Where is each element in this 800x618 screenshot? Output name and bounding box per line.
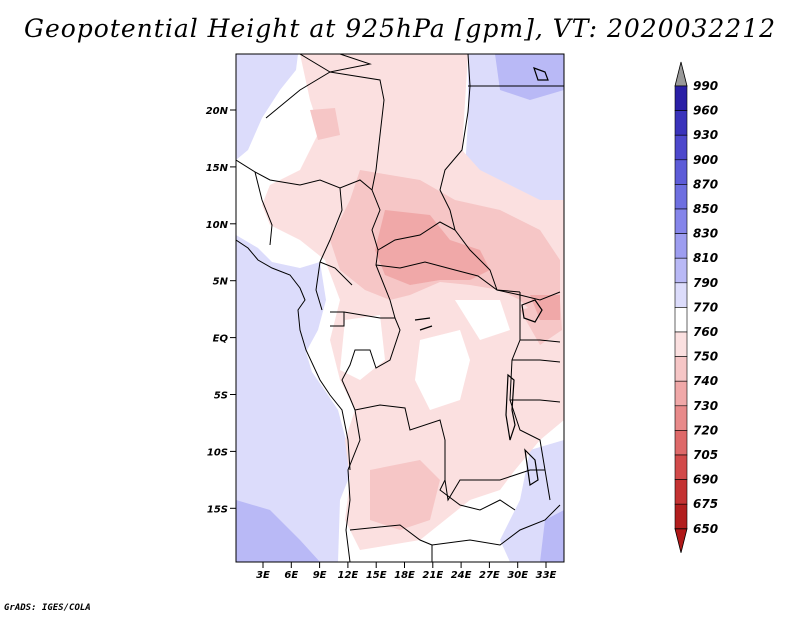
colorbar-label: 760 xyxy=(693,325,718,339)
colorbar-label: 740 xyxy=(693,374,718,388)
colorbar-label: 790 xyxy=(693,276,718,290)
colorbar-label: 990 xyxy=(693,79,718,93)
colorbar-box xyxy=(675,307,687,332)
lat-label: 10N xyxy=(206,220,229,231)
colorbar-bottom-arrow xyxy=(675,529,687,553)
colorbar-box xyxy=(675,209,687,234)
lat-label: 10S xyxy=(207,447,228,458)
colorbar-label: 870 xyxy=(693,177,718,191)
colorbar-box xyxy=(675,135,687,160)
colorbar-box xyxy=(675,480,687,505)
colorbar-label: 650 xyxy=(693,522,718,536)
colorbar-box xyxy=(675,111,687,136)
colorbar-box xyxy=(675,283,687,308)
colorbar-label: 705 xyxy=(693,448,718,462)
lat-label: 5S xyxy=(214,391,228,402)
lon-label: 27E xyxy=(479,570,500,581)
colorbar-label: 690 xyxy=(693,473,718,487)
colorbar-label: 770 xyxy=(693,300,718,314)
grads-credit: GrADS: IGES/COLA xyxy=(4,603,91,613)
colorbar-label: 900 xyxy=(693,153,718,167)
colorbar-label: 750 xyxy=(693,350,718,364)
colorbar-box xyxy=(675,381,687,406)
lon-label: 24E xyxy=(451,570,472,581)
lon-label: 6E xyxy=(284,570,298,581)
colorbar-label: 850 xyxy=(693,202,718,216)
colorbar-box xyxy=(675,184,687,209)
colorbar-label: 675 xyxy=(693,497,718,511)
lon-label: 15E xyxy=(366,570,387,581)
colorbar-box xyxy=(675,455,687,480)
colorbar-box xyxy=(675,406,687,431)
lat-label: 15N xyxy=(206,163,229,174)
colorbar-box xyxy=(675,430,687,455)
lon-label: 18E xyxy=(394,570,415,581)
lon-label: 33E xyxy=(536,570,557,581)
lat-label: 20N xyxy=(206,106,229,117)
colorbar-box xyxy=(675,234,687,259)
colorbar-label: 930 xyxy=(693,128,718,142)
height-field xyxy=(236,54,564,562)
colorbar-label: 960 xyxy=(693,104,718,118)
colorbar-box xyxy=(675,160,687,185)
lat-label: 5N xyxy=(213,277,229,288)
lat-label: 15S xyxy=(207,504,228,515)
latitude-axis: 20N 15N 10N 5N EQ 5S 10S 15S xyxy=(206,106,236,515)
colorbar-box xyxy=(675,504,687,529)
colorbar-top-arrow xyxy=(675,62,687,86)
lon-label: 21E xyxy=(422,570,443,581)
lon-label: 9E xyxy=(313,570,327,581)
colorbar-box xyxy=(675,332,687,357)
colorbar-box xyxy=(675,357,687,382)
colorbar-box xyxy=(675,258,687,283)
lon-label: 12E xyxy=(338,570,359,581)
longitude-axis: 3E 6E 9E 12E 15E 18E 21E 24E 27E 30E 33E xyxy=(256,562,556,581)
colorbar-label: 730 xyxy=(693,399,718,413)
map-figure: 20N 15N 10N 5N EQ 5S 10S 15S 3E 6E 9E 12E 15E 18E 21E… xyxy=(0,0,800,600)
colorbar: 990 960 930 900 870 850 830 810 790 770 760 750 740 7… xyxy=(675,62,718,553)
colorbar-label: 810 xyxy=(693,251,718,265)
lon-label: 30E xyxy=(507,570,528,581)
lat-label: EQ xyxy=(213,334,229,345)
colorbar-label: 720 xyxy=(693,423,718,437)
lon-label: 3E xyxy=(256,570,270,581)
colorbar-label: 830 xyxy=(693,227,718,241)
colorbar-box xyxy=(675,86,687,111)
